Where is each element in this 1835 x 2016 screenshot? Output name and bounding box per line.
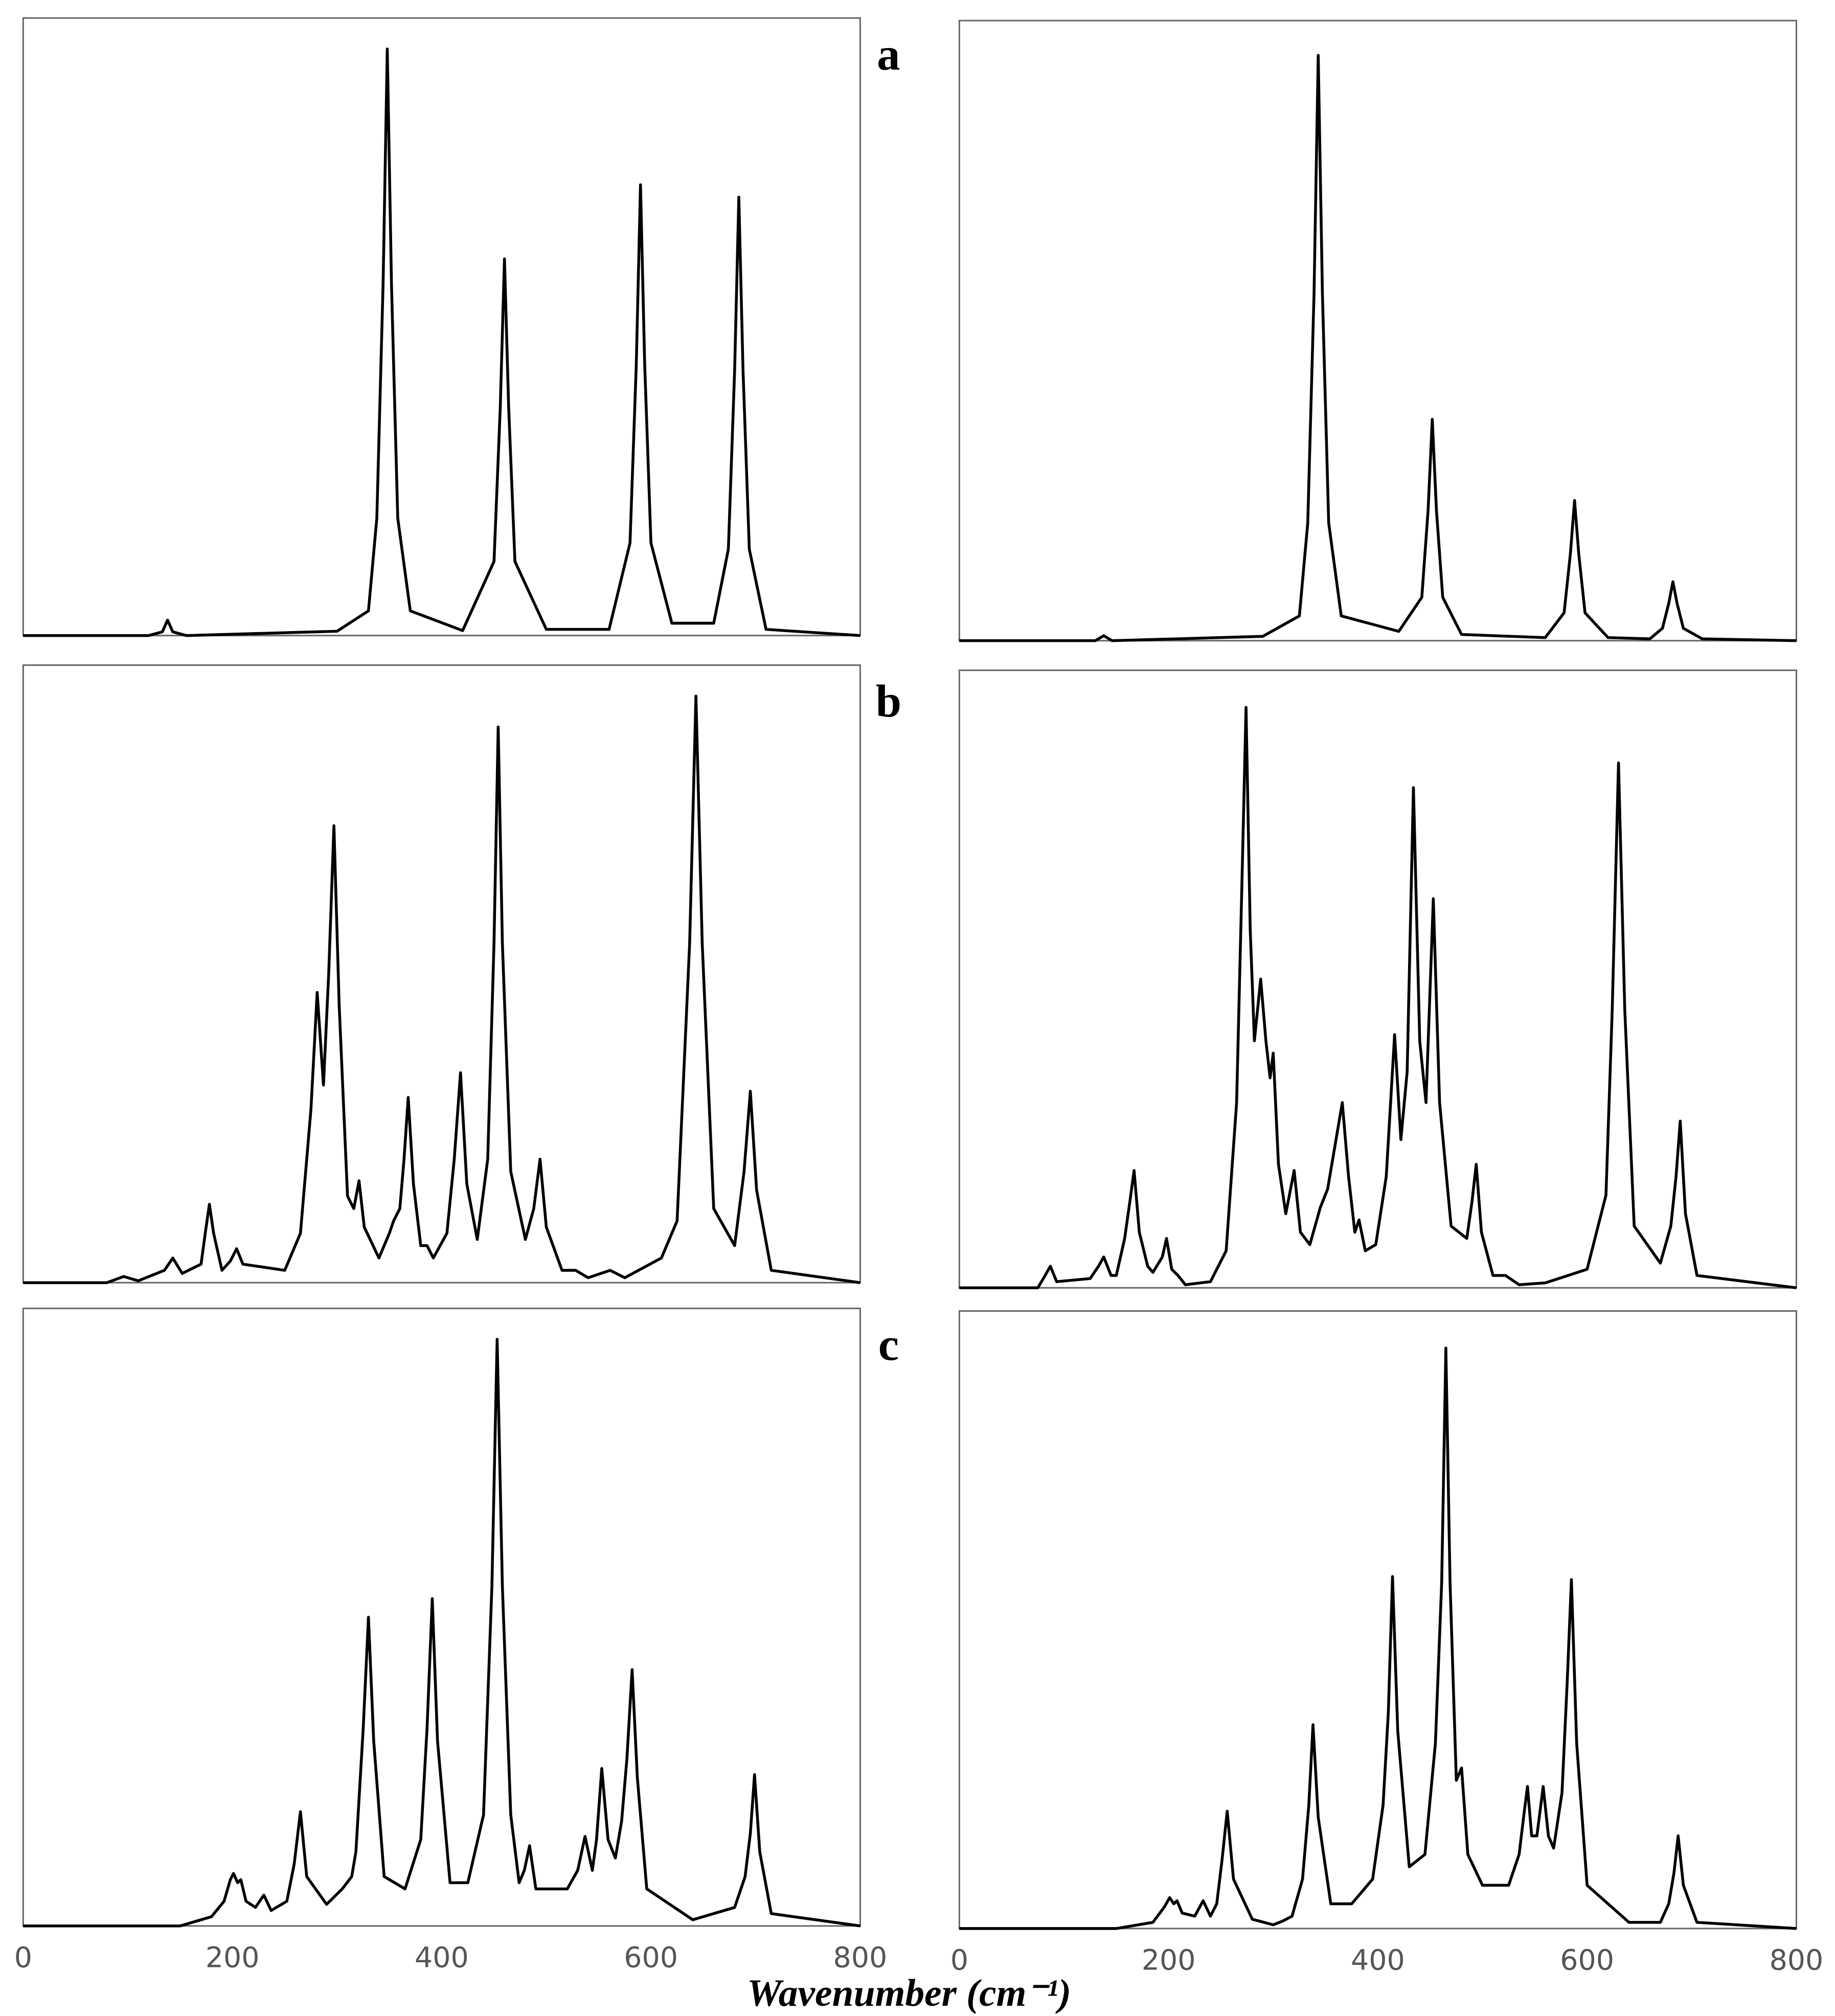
x-axis-label: Wavenumber (cm⁻¹) <box>747 1972 1071 2014</box>
panel-label: c <box>878 1318 899 1370</box>
panel-label: a <box>877 28 900 80</box>
spectrum-line <box>23 695 860 1284</box>
x-tick-label: 600 <box>1560 1944 1614 1977</box>
x-tick-label: 0 <box>14 1941 32 1974</box>
panel-frame <box>958 669 1797 1289</box>
panel-frame <box>22 17 861 637</box>
spectrum-line <box>23 1338 860 1928</box>
panel-frame <box>22 664 861 1284</box>
x-tick-label: 200 <box>206 1941 260 1974</box>
x-tick-label: 400 <box>415 1941 469 1974</box>
x-tick-label: 600 <box>624 1941 678 1974</box>
x-tick-label: 800 <box>833 1941 888 1974</box>
panel-frame <box>958 1310 1797 1930</box>
spectrum-line <box>959 1347 1797 1930</box>
x-tick-label: 400 <box>1351 1944 1405 1977</box>
panel-frame <box>958 19 1797 642</box>
x-tick-label: 0 <box>950 1944 968 1977</box>
x-tick-label: 800 <box>1770 1944 1824 1977</box>
spectrum-line <box>959 706 1797 1289</box>
panel-label: b <box>876 675 901 727</box>
panel-frame <box>22 1307 861 1927</box>
spectrum-line <box>959 54 1797 642</box>
x-tick-label: 200 <box>1142 1944 1196 1977</box>
spectrum-line <box>23 47 860 637</box>
